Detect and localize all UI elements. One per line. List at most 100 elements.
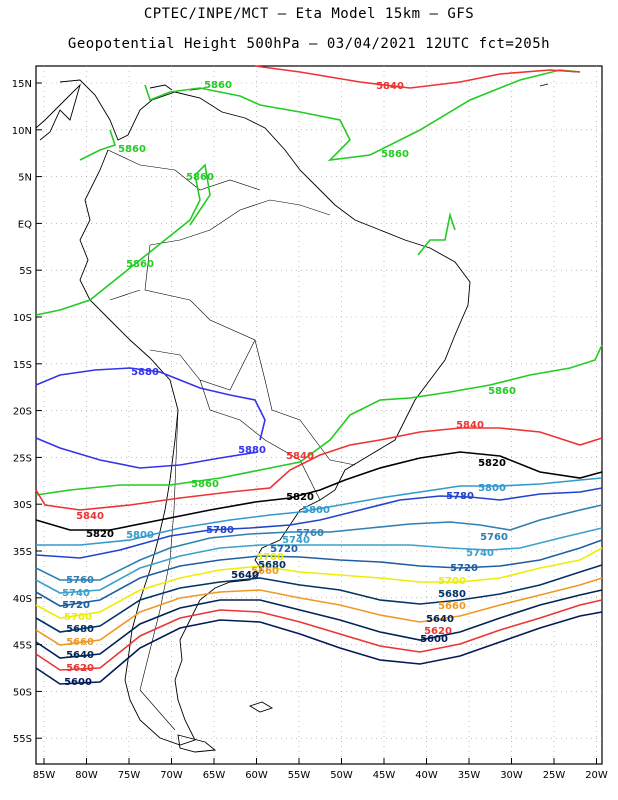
contour-label-5860: 5860 [186, 172, 214, 183]
longitude-labels: 85W 80W 75W 70W 65W 60W 55W 50W 45W 40W 35W 30W 25W 2… [33, 770, 608, 781]
contour-5880 [35, 437, 259, 469]
tierra-del-fuego [177, 734, 217, 753]
contour-5860 [79, 129, 117, 161]
lat-label: 30S [13, 500, 32, 511]
lon-label: 20W [585, 770, 608, 781]
contour-labels: 5860 5860 5860 5860 5860 5840 5880 5880 5860 5860… [62, 80, 516, 688]
lat-label: 10S [13, 313, 32, 324]
south-america-coastline [59, 79, 471, 746]
border-andes [109, 289, 321, 501]
lat-label: 50S [13, 687, 32, 698]
contour-label-5660: 5660 [438, 601, 466, 612]
contour-5760 [35, 504, 603, 581]
lat-label: 40S [13, 594, 32, 605]
contour-label-5800: 5800 [478, 483, 506, 494]
contour-label-5860: 5860 [488, 386, 516, 397]
lon-label: 60W [245, 770, 268, 781]
contour-5860 [144, 69, 581, 162]
contour-5820 [35, 451, 603, 531]
contour-label-5880: 5880 [131, 367, 159, 378]
country-borders [107, 149, 356, 731]
contour-label-5680: 5680 [258, 560, 286, 571]
contour-label-5840: 5840 [376, 81, 404, 92]
lon-label: 70W [160, 770, 183, 781]
contour-label-5880: 5880 [238, 445, 266, 456]
map-frame [35, 65, 603, 765]
contour-label-5720: 5720 [270, 544, 298, 555]
lat-label: 10N [12, 126, 32, 137]
contour-label-5780: 5780 [446, 491, 474, 502]
contour-5740 [35, 527, 603, 594]
contour-5800 [36, 477, 603, 546]
contour-label-5760: 5760 [66, 575, 94, 586]
lat-label: EQ [18, 219, 32, 230]
graticule [36, 66, 602, 764]
border-colombia-venezuela [107, 149, 261, 191]
contour-5700 [35, 547, 603, 619]
border-chile-argentina [139, 409, 179, 731]
contour-5840 [35, 427, 603, 511]
contour-5680 [35, 564, 603, 633]
lon-label: 65W [203, 770, 226, 781]
lon-label: 80W [75, 770, 98, 781]
contour-label-5840: 5840 [76, 511, 104, 522]
lon-label: 45W [373, 770, 396, 781]
lat-label: 20S [13, 407, 32, 418]
contour-label-5620: 5620 [66, 663, 94, 674]
contour-label-5680: 5680 [438, 589, 466, 600]
border-brazil-north [149, 199, 331, 246]
contour-label-5740: 5740 [62, 588, 90, 599]
lon-label: 25W [543, 770, 566, 781]
contour-label-5860: 5860 [126, 259, 154, 270]
contour-5660 [35, 577, 603, 646]
lat-label: 35S [13, 547, 32, 558]
contour-label-5720: 5720 [450, 563, 478, 574]
contour-5880 [35, 367, 266, 441]
contour-label-5640: 5640 [426, 614, 454, 625]
contour-label-5840: 5840 [456, 420, 484, 431]
contour-5860 [35, 344, 603, 496]
lon-label: 75W [118, 770, 141, 781]
lon-label: 30W [500, 770, 523, 781]
lat-label: 55S [13, 734, 32, 745]
contour-label-5760: 5760 [480, 532, 508, 543]
contour-label-5840: 5840 [286, 451, 314, 462]
contour-label-5860: 5860 [204, 80, 232, 91]
border-brazil-west [144, 244, 356, 466]
contour-label-5640: 5640 [231, 570, 259, 581]
contour-label-5700: 5700 [438, 576, 466, 587]
contour-label-5760: 5760 [296, 528, 324, 539]
contour-label-5700: 5700 [256, 552, 284, 563]
contour-label-5820: 5820 [478, 458, 506, 469]
contour-label-5860: 5860 [118, 144, 146, 155]
contour-label-5660: 5660 [66, 637, 94, 648]
lon-label: 50W [330, 770, 353, 781]
contour-label-5620: 5620 [424, 626, 452, 637]
contour-label-5780: 5780 [206, 525, 234, 536]
contour-label-5860: 5860 [191, 479, 219, 490]
coastlines [35, 69, 576, 753]
contour-label-5720: 5720 [62, 600, 90, 611]
lon-label: 85W [33, 770, 56, 781]
contour-label-5640: 5640 [66, 650, 94, 661]
contour-5720 [35, 539, 603, 607]
lat-label: 15S [13, 360, 32, 371]
contour-5840 [254, 65, 581, 89]
contour-5620 [35, 599, 603, 671]
lon-label: 40W [415, 770, 438, 781]
lat-label: 15N [12, 79, 32, 90]
contour-label-5660: 5660 [251, 566, 279, 577]
contour-label-5700: 5700 [64, 612, 92, 623]
chart-subtitle: Geopotential Height 500hPa – 03/04/2021 … [67, 36, 551, 52]
contour-label-5740: 5740 [466, 548, 494, 559]
chart-title: CPTEC/INPE/MCT – Eta Model 15km – GFS [143, 6, 475, 22]
lat-label: 45S [13, 641, 32, 652]
contour-5640 [35, 589, 603, 659]
contour-label-5680: 5680 [66, 624, 94, 635]
contour-5860 [417, 211, 456, 256]
lat-label: 25S [13, 453, 32, 464]
lon-label: 35W [458, 770, 481, 781]
contour-label-5740: 5740 [282, 535, 310, 546]
contour-label-5820: 5820 [86, 529, 114, 540]
